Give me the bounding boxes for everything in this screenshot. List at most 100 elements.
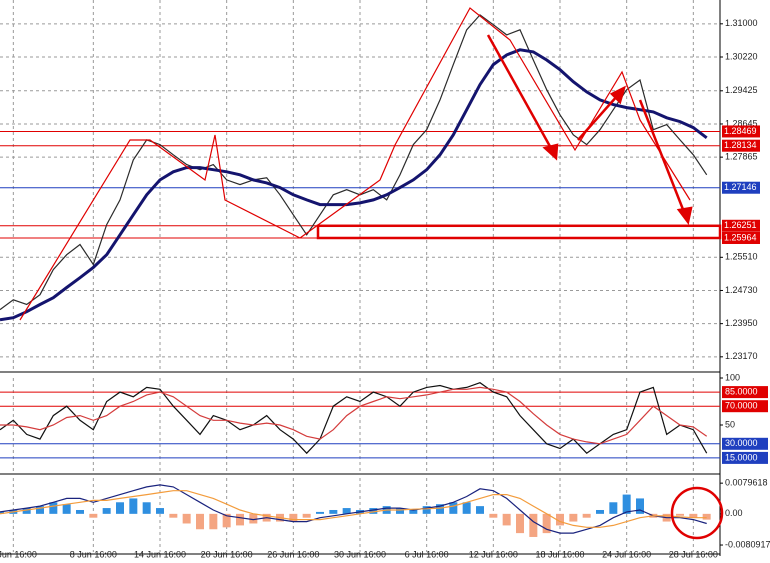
y-tick-label: 1.31000 — [725, 18, 758, 28]
histogram-bar — [316, 511, 324, 514]
level-label-bg — [722, 437, 768, 450]
y-tick-label: 30.0000 — [725, 438, 758, 448]
histogram-bar — [102, 508, 111, 514]
level-label: 1.25964 — [724, 232, 757, 242]
arrowhead — [609, 85, 626, 105]
x-tick-label: 28 Jul 16:00 — [669, 549, 718, 559]
histogram-bar — [569, 513, 578, 522]
y-tick-label: 1.25510 — [725, 252, 758, 262]
histogram-bar — [196, 513, 204, 530]
histogram-bar — [449, 502, 458, 514]
level-label: 1.26251 — [724, 220, 757, 230]
x-tick-label: 18 Jul 16:00 — [535, 549, 584, 559]
histogram-bar — [489, 513, 498, 518]
series-line — [0, 386, 708, 445]
histogram-bar — [476, 506, 484, 514]
y-tick-label: 1.23170 — [725, 351, 758, 361]
histogram-bar — [156, 508, 164, 514]
histogram-bar — [689, 513, 698, 518]
series-line — [0, 484, 707, 534]
series-line — [0, 14, 708, 311]
arrow — [577, 94, 619, 141]
y-tick-label: 1.28645 — [725, 118, 758, 128]
histogram-bar — [89, 513, 98, 518]
histogram-bar — [462, 502, 471, 514]
level-label-bg — [722, 451, 768, 464]
histogram-bar — [236, 513, 244, 526]
level-label: 1.28469 — [724, 126, 757, 136]
histogram-bar — [676, 513, 684, 516]
histogram-bar — [302, 513, 311, 518]
histogram-bar — [116, 502, 124, 514]
y-tick-label: 1.24730 — [725, 285, 758, 295]
level-label-bg — [722, 400, 768, 413]
histogram-bar — [582, 513, 591, 518]
level-label-bg — [722, 386, 768, 399]
histogram-bar — [342, 508, 351, 514]
level-label-bg — [722, 139, 760, 152]
histogram-bar — [0, 511, 4, 514]
histogram-bar — [516, 513, 524, 534]
x-tick-label: 6 Jul 16:00 — [405, 549, 449, 559]
histogram-bar — [556, 513, 564, 526]
histogram-bar — [396, 508, 404, 514]
histogram-bar — [22, 508, 31, 514]
y-tick-label: 70.0000 — [725, 401, 758, 411]
histogram-bar — [609, 502, 618, 514]
histogram-bar — [62, 504, 71, 514]
y-tick-label: 1.30220 — [725, 51, 758, 61]
y-tick-label: 0.0079618 — [725, 478, 768, 488]
histogram-bar — [502, 513, 511, 526]
histogram-bar — [182, 513, 191, 524]
y-tick-label: 1.27865 — [725, 152, 758, 162]
histogram-bar — [436, 504, 444, 514]
level-label: 1.27146 — [724, 182, 757, 192]
x-tick-label: 24 Jul 16:00 — [602, 549, 651, 559]
series-line — [0, 48, 708, 322]
histogram-bar — [142, 502, 151, 514]
histogram-bar — [76, 509, 84, 514]
y-tick-label: 1.23950 — [725, 318, 758, 328]
y-tick-label: 100 — [725, 372, 740, 382]
y-tick-label: 50 — [725, 419, 735, 429]
y-tick-label: 85.0000 — [725, 386, 758, 396]
histogram-bar — [209, 513, 218, 530]
level-label-bg — [722, 219, 760, 232]
x-tick-label: 12 Jul 16:00 — [469, 549, 518, 559]
histogram-bar — [369, 508, 378, 514]
histogram-bar — [169, 513, 178, 518]
x-tick-label: 8 Jun 16:00 — [70, 549, 117, 559]
series-line — [0, 382, 708, 455]
histogram-bar — [129, 498, 138, 514]
x-tick-label: 14 Jun 16:00 — [134, 549, 186, 559]
x-tick-label: 26 Jun 16:00 — [267, 549, 319, 559]
arrowhead — [542, 143, 559, 161]
histogram-bar — [49, 502, 58, 514]
level-label-bg — [722, 231, 760, 244]
level-label-bg — [722, 125, 760, 138]
histogram-bar — [636, 498, 644, 514]
histogram-bar — [222, 513, 231, 528]
histogram-bar — [596, 509, 604, 514]
histogram-bar — [542, 513, 551, 534]
level-label-bg — [722, 181, 760, 194]
zigzag — [299, 7, 691, 239]
histogram-bar — [329, 509, 338, 514]
arrowhead — [676, 206, 693, 225]
histogram-bar — [422, 506, 431, 514]
histogram-bar — [289, 513, 298, 522]
histogram-bar — [702, 513, 711, 520]
histogram-bar — [409, 509, 418, 514]
series-line — [0, 490, 707, 528]
histogram-bar — [249, 513, 258, 524]
zigzag — [19, 134, 301, 321]
y-tick-label: -0.0080917 — [725, 539, 770, 549]
y-tick-label: 15.0000 — [725, 452, 758, 462]
level-label: 1.28134 — [724, 140, 757, 150]
y-tick-label: 1.29425 — [725, 85, 758, 95]
histogram-bar — [622, 494, 631, 514]
histogram-bar — [529, 513, 538, 537]
x-tick-label: 30 Jun 16:00 — [334, 549, 386, 559]
